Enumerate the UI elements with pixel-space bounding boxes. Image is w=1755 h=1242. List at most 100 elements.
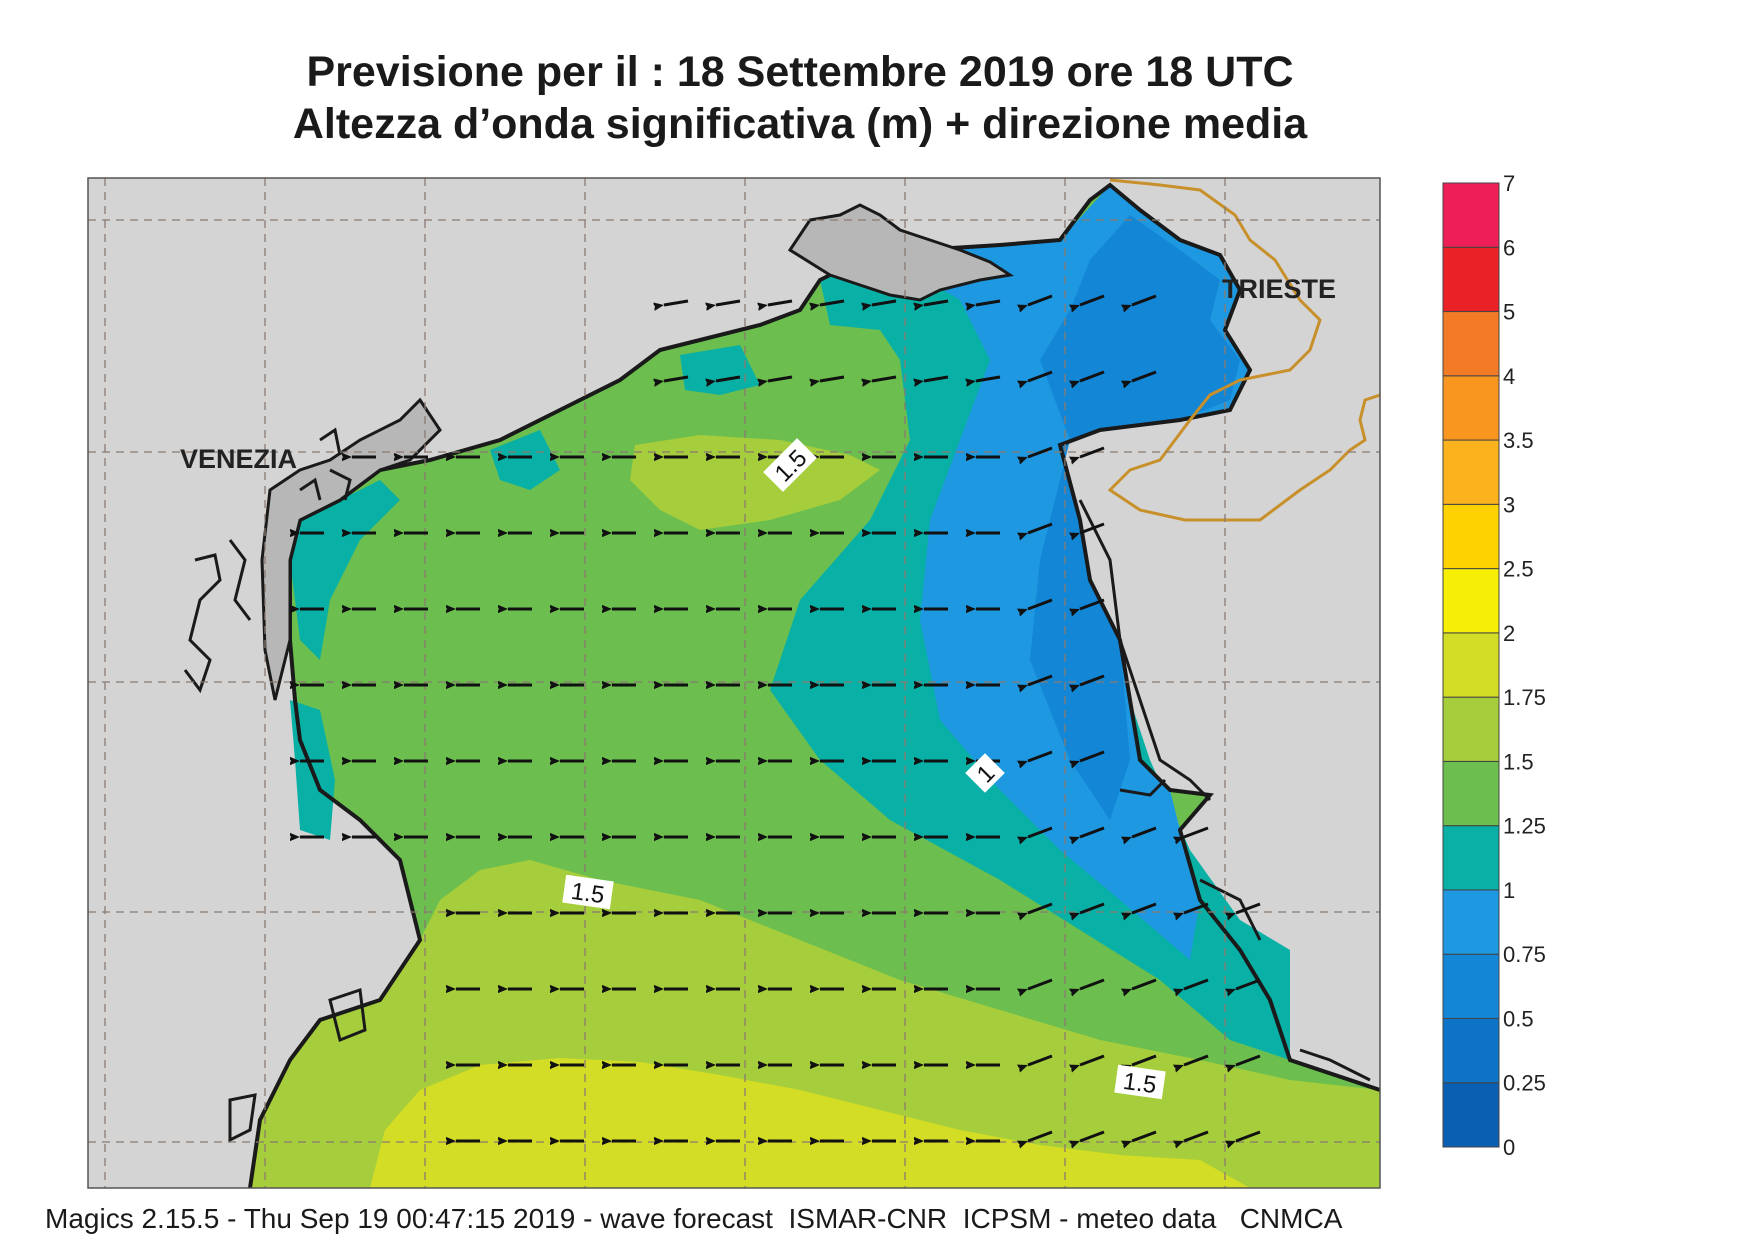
wave-arrow	[768, 375, 793, 381]
wave-arrow	[1080, 522, 1105, 533]
legend-tick-label: 2.5	[1503, 557, 1534, 582]
wave-arrow	[976, 375, 1001, 381]
wave-arrow	[1080, 598, 1105, 609]
wave-arrow	[924, 375, 949, 381]
wave-arrow	[872, 299, 897, 305]
wave-arrow	[664, 375, 689, 381]
wave-arrow	[820, 299, 845, 305]
wave-arrow	[1028, 294, 1053, 305]
map-area: 1.5 1 1.5 1.5 VENEZIA TRIESTE	[88, 178, 1380, 1188]
legend-swatch	[1442, 953, 1500, 1019]
wave-arrow	[1028, 598, 1053, 609]
wave-arrow	[768, 299, 793, 305]
sea-teal-mid	[490, 430, 560, 490]
wave-arrow	[1132, 978, 1157, 989]
sea-blue-dark	[1030, 215, 1240, 820]
sea-teal-west	[290, 480, 400, 660]
legend-tick-label: 3	[1503, 492, 1515, 517]
wave-arrow	[1080, 294, 1105, 305]
legend-swatch	[1442, 246, 1500, 313]
place-venezia: VENEZIA	[180, 444, 297, 474]
wave-arrow	[1236, 902, 1261, 913]
wave-arrow	[1080, 902, 1105, 913]
wave-arrow	[1080, 826, 1105, 837]
legend-tick-label: 0.25	[1503, 1071, 1546, 1096]
legend-tick-label: 1.25	[1503, 814, 1546, 839]
legend-swatch	[1442, 760, 1500, 827]
legend-tick-label: 6	[1503, 235, 1515, 260]
lagoon-land	[260, 397, 442, 701]
legend-tick-label: 0.5	[1503, 1006, 1534, 1031]
legend-swatch	[1442, 375, 1500, 441]
wave-arrow	[1028, 902, 1053, 913]
wave-arrow	[1028, 750, 1053, 761]
wave-arrow	[1028, 1054, 1053, 1065]
wave-arrow	[1080, 674, 1105, 685]
wave-arrow	[1028, 1130, 1053, 1141]
legend-swatch	[1442, 439, 1500, 505]
title-line-2: Altezza d’onda significativa (m) + direz…	[292, 100, 1308, 148]
border-line	[1107, 178, 1380, 522]
wave-arrow	[1184, 902, 1209, 913]
legend-swatch	[1442, 889, 1500, 955]
wave-arrow	[1028, 446, 1053, 457]
legend-swatch	[1442, 1082, 1500, 1148]
wave-direction-arrows	[300, 294, 1261, 1141]
wave-arrow	[1184, 1130, 1209, 1141]
legend-swatch	[1442, 311, 1500, 377]
wave-arrow	[872, 375, 897, 381]
place-trieste: TRIESTE	[1222, 274, 1336, 304]
wave-arrow	[716, 299, 741, 305]
wave-arrow	[1080, 978, 1105, 989]
title-line-1: Previsione per il : 18 Settembre 2019 or…	[306, 48, 1294, 96]
wave-arrow	[820, 375, 845, 381]
wave-arrow	[1132, 1130, 1157, 1141]
legend-tick-label: 0.75	[1503, 942, 1546, 967]
legend-tick-label: 0	[1503, 1135, 1515, 1160]
svg-text:1.5: 1.5	[1121, 1068, 1158, 1099]
legend-swatch	[1442, 632, 1500, 698]
wave-arrow	[1236, 1130, 1261, 1141]
wave-arrow	[1028, 522, 1053, 533]
coastline	[248, 182, 1380, 1188]
legend-tick-label: 5	[1503, 300, 1515, 325]
wave-arrow	[1028, 826, 1053, 837]
wave-arrow	[1184, 826, 1209, 837]
wave-arrow	[1028, 978, 1053, 989]
legend-swatch	[1442, 825, 1500, 891]
wave-arrow	[1132, 370, 1157, 381]
sea-teal-top	[680, 345, 760, 395]
legend-tick-label: 1.75	[1503, 685, 1546, 710]
lagoon-islands	[183, 427, 367, 1143]
legend-tick-label: 2	[1503, 621, 1515, 646]
contour-label-b: 1	[965, 753, 1005, 793]
svg-text:1.5: 1.5	[569, 878, 606, 909]
wave-arrow	[1132, 826, 1157, 837]
wave-arrow	[1132, 902, 1157, 913]
wave-arrow	[976, 299, 1001, 305]
wave-arrow	[1184, 1054, 1209, 1065]
wave-arrow	[1080, 750, 1105, 761]
wave-arrow	[716, 375, 741, 381]
map-frame	[87, 177, 1381, 1189]
legend-tick-label: 1	[1503, 878, 1515, 903]
legend-swatch	[1442, 503, 1500, 570]
legend-tick-label: 3.5	[1503, 428, 1534, 453]
wave-arrow	[1132, 294, 1157, 305]
legend-swatch	[1442, 182, 1500, 248]
wave-arrow	[1028, 674, 1053, 685]
wave-arrow	[924, 299, 949, 305]
wave-arrow	[1184, 978, 1209, 989]
gulf-land	[787, 203, 1015, 302]
istria-coast	[1078, 499, 1371, 1082]
wave-arrow	[1080, 446, 1105, 457]
legend-tick-label: 4	[1503, 364, 1515, 389]
wave-arrow	[1236, 978, 1261, 989]
legend-tick-label: 7	[1503, 171, 1515, 196]
wave-arrow	[1028, 370, 1053, 381]
wave-arrow	[1080, 1130, 1105, 1141]
sea-yellowgreen-south	[370, 1058, 1250, 1188]
legend-swatch	[1442, 568, 1500, 634]
legend-swatch	[1442, 696, 1500, 762]
